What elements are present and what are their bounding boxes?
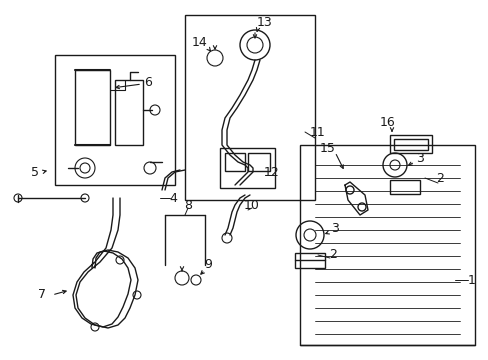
Text: 13: 13	[257, 15, 272, 28]
Text: 5: 5	[31, 166, 39, 179]
Text: 1: 1	[467, 274, 475, 287]
Bar	[389, 180, 419, 194]
Text: 15: 15	[320, 141, 335, 154]
Text: 16: 16	[379, 116, 395, 129]
Text: 9: 9	[203, 258, 211, 271]
Text: 14: 14	[192, 36, 207, 49]
Bar	[115, 80, 142, 145]
Text: 6: 6	[144, 76, 152, 89]
Bar	[75, 70, 110, 145]
Text: 10: 10	[244, 198, 260, 212]
Text: 3: 3	[330, 221, 338, 234]
Text: 4: 4	[169, 192, 177, 204]
Text: 12: 12	[264, 166, 279, 179]
Bar	[184, 15, 314, 200]
Bar	[224, 153, 244, 171]
Text: 7: 7	[38, 288, 46, 302]
Bar	[389, 135, 431, 153]
Bar	[299, 145, 474, 345]
Bar	[393, 139, 427, 150]
Bar	[220, 148, 274, 188]
Bar	[55, 55, 175, 185]
Text: 2: 2	[328, 248, 336, 261]
Text: 11: 11	[309, 126, 325, 139]
Text: 3: 3	[415, 152, 423, 165]
Text: 8: 8	[183, 198, 192, 212]
Bar	[294, 253, 325, 268]
Text: 2: 2	[435, 171, 443, 185]
Bar	[247, 153, 269, 171]
